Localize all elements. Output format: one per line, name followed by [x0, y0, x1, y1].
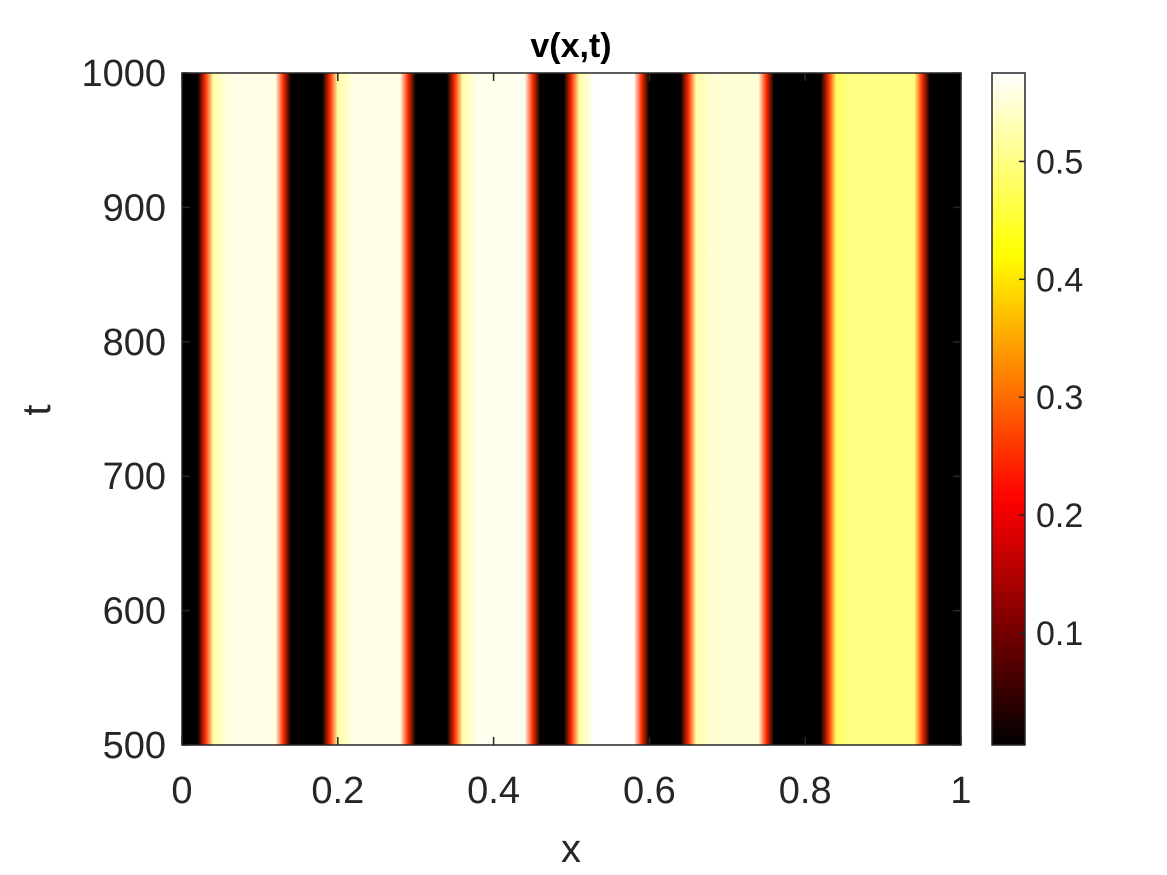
colorbar-ticks: 0.1 0.2 0.3 0.4 0.5: [1019, 143, 1083, 653]
y-tick-label: 700: [103, 456, 166, 498]
colorbar: [992, 73, 1025, 745]
plot-frame: [181, 72, 962, 746]
colorbar-frame: [991, 72, 1026, 746]
colorbar-tick-label: 0.5: [1036, 143, 1083, 181]
y-tick-label: 500: [103, 725, 166, 767]
y-tick-label: 1000: [81, 53, 166, 95]
colorbar-tick-label: 0.2: [1036, 497, 1083, 535]
colorbar-tick-label: 0.3: [1036, 379, 1083, 417]
colorbar-tick-label: 0.4: [1036, 261, 1083, 299]
y-tick-label: 800: [103, 322, 166, 364]
x-axis-ticks: 0 0.2 0.4 0.6 0.8 1: [171, 73, 972, 812]
x-tick-label: 0.2: [311, 770, 364, 812]
y-tick-label: 600: [103, 591, 166, 633]
y-axis-label: t: [15, 404, 59, 415]
x-tick-label: 0: [171, 770, 192, 812]
x-axis-label: x: [561, 827, 581, 871]
x-tick-label: 1: [950, 770, 971, 812]
y-axis-ticks: 500 600 700 800 900 1000: [81, 53, 961, 767]
heatmap-field: [182, 73, 961, 745]
x-tick-label: 0.8: [779, 770, 832, 812]
x-tick-label: 0.4: [467, 770, 520, 812]
colorbar-tick-label: 0.1: [1036, 615, 1083, 653]
y-tick-label: 900: [103, 187, 166, 229]
x-tick-label: 0.6: [623, 770, 676, 812]
chart-title: v(x,t): [530, 27, 611, 65]
